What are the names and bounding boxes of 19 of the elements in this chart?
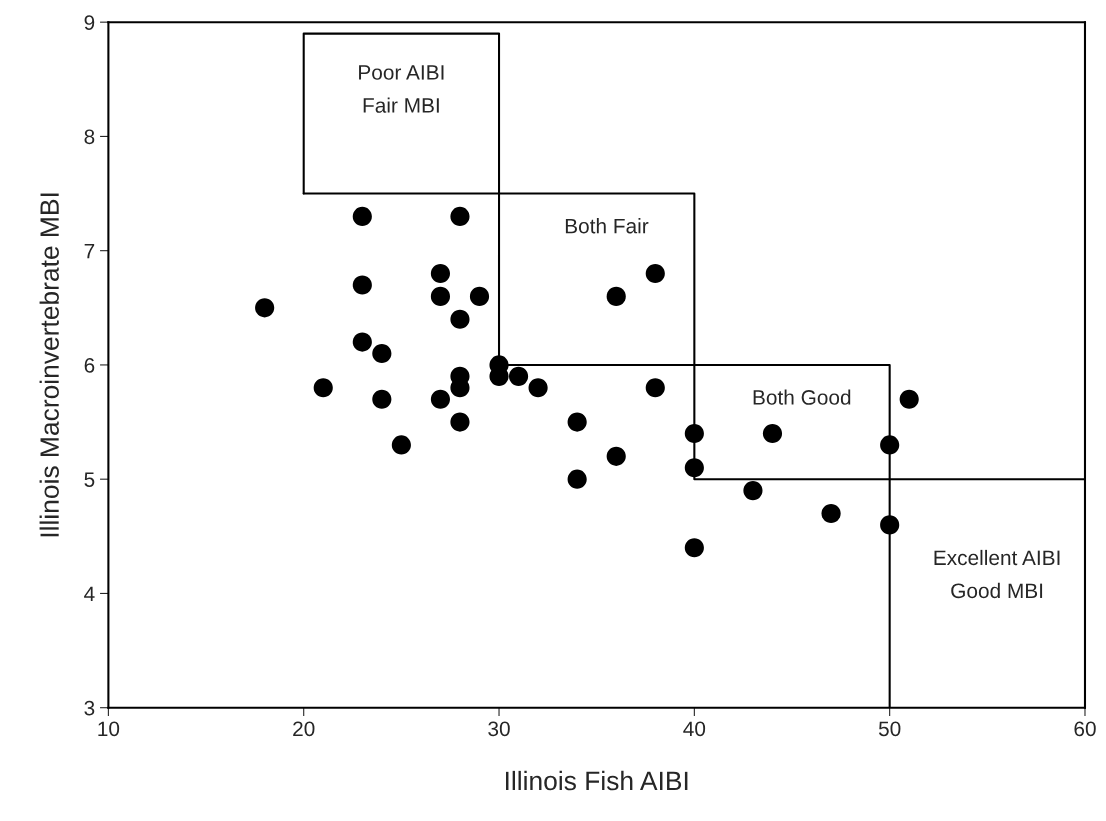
y-tick-label: 4	[84, 586, 95, 601]
y-tick-label: 6	[84, 357, 95, 373]
x-tick-label: 20	[293, 721, 315, 737]
annotation: Poor AIBI Fair MBI	[359, 65, 444, 113]
annotation: Excellent AIBI Good MBI	[934, 549, 1060, 599]
y-tick-label: 9	[84, 15, 95, 30]
annotation: Both Good	[753, 389, 851, 405]
annotation: Both Fair	[565, 218, 649, 234]
x-tick-label: 40	[683, 721, 706, 737]
y-axis-title: Illinois Macroinvertebrate MBI	[39, 193, 59, 537]
y-tick-label: 7	[84, 243, 95, 259]
x-tick-label: 10	[98, 721, 120, 737]
x-tick-label: 50	[878, 721, 901, 737]
x-axis-title: Illinois Fish AIBI	[506, 770, 688, 791]
y-tick-label: 8	[84, 129, 95, 145]
x-tick-label: 60	[1074, 721, 1096, 737]
y-tick-label: 5	[84, 472, 95, 487]
x-tick-label: 30	[488, 721, 510, 737]
y-tick-label: 3	[84, 700, 95, 716]
